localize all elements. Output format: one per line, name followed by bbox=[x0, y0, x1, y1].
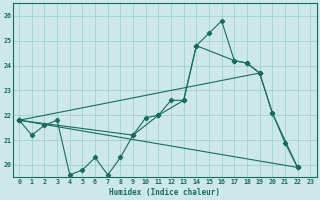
X-axis label: Humidex (Indice chaleur): Humidex (Indice chaleur) bbox=[109, 188, 220, 197]
